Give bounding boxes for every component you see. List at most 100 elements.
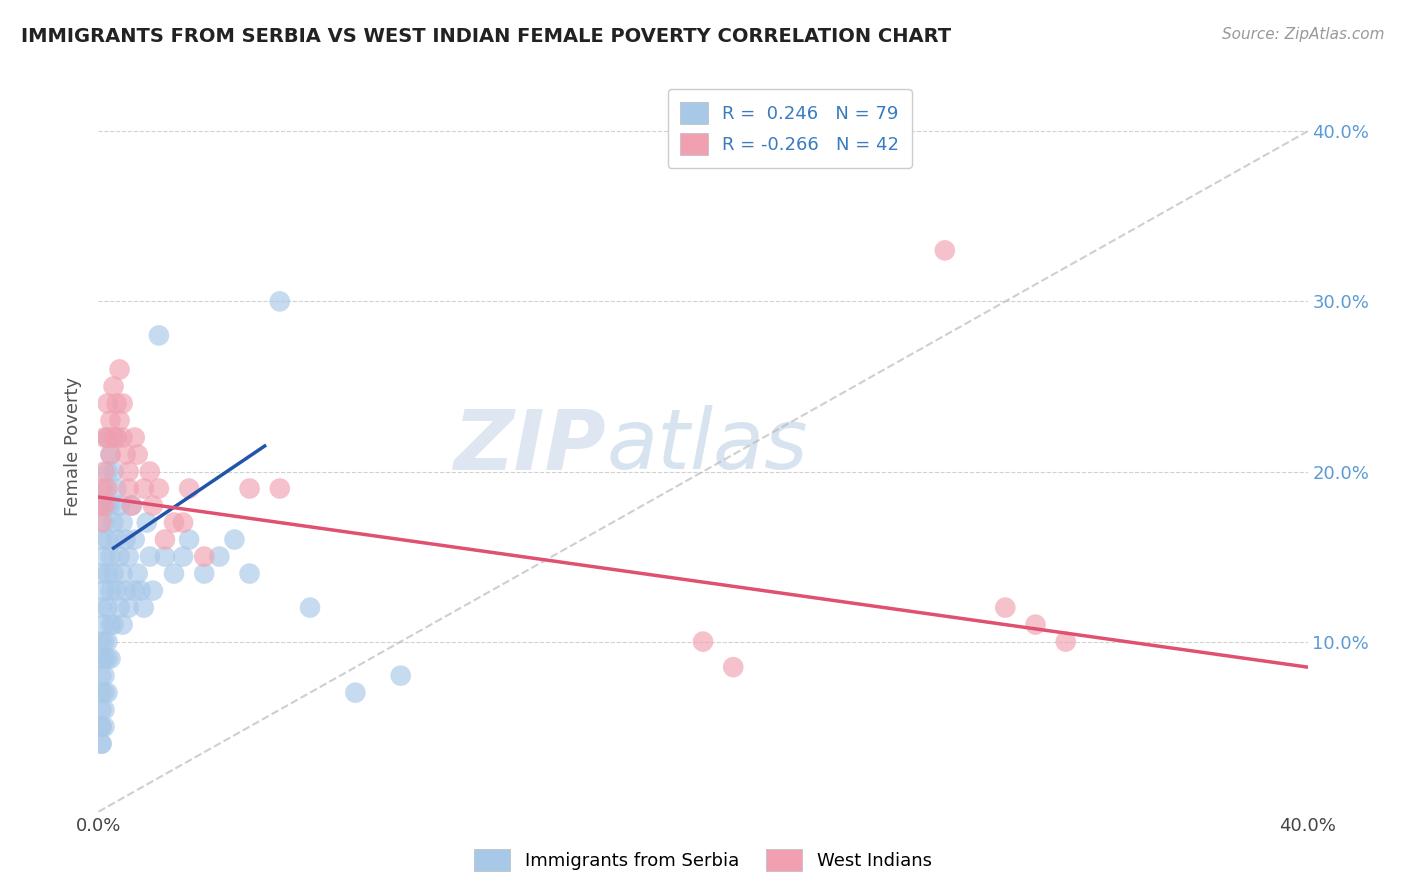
Point xyxy=(934,244,956,258)
Point xyxy=(111,617,134,632)
Legend: Immigrants from Serbia, West Indians: Immigrants from Serbia, West Indians xyxy=(467,842,939,879)
Point xyxy=(100,413,122,427)
Point xyxy=(121,499,143,513)
Point xyxy=(96,634,118,648)
Point xyxy=(93,549,115,564)
Point xyxy=(90,703,112,717)
Point xyxy=(103,430,125,444)
Point xyxy=(93,499,115,513)
Point xyxy=(93,651,115,665)
Text: Source: ZipAtlas.com: Source: ZipAtlas.com xyxy=(1222,27,1385,42)
Point xyxy=(90,686,112,700)
Point xyxy=(118,549,141,564)
Point xyxy=(93,583,115,598)
Point xyxy=(1024,617,1046,632)
Point xyxy=(90,634,112,648)
Point xyxy=(389,668,412,682)
Point xyxy=(90,737,112,751)
Point xyxy=(148,328,170,343)
Point xyxy=(139,465,162,479)
Point xyxy=(93,668,115,682)
Point xyxy=(93,634,115,648)
Point xyxy=(90,533,112,547)
Point xyxy=(179,533,201,547)
Point xyxy=(121,499,143,513)
Point xyxy=(96,533,118,547)
Point xyxy=(90,499,112,513)
Point xyxy=(269,294,291,309)
Point xyxy=(723,660,745,674)
Text: IMMIGRANTS FROM SERBIA VS WEST INDIAN FEMALE POVERTY CORRELATION CHART: IMMIGRANTS FROM SERBIA VS WEST INDIAN FE… xyxy=(21,27,952,45)
Text: atlas: atlas xyxy=(606,406,808,486)
Point xyxy=(148,482,170,496)
Point xyxy=(111,430,134,444)
Point xyxy=(239,566,262,581)
Point xyxy=(93,482,115,496)
Point xyxy=(124,583,146,598)
Point xyxy=(344,686,367,700)
Point xyxy=(96,499,118,513)
Point xyxy=(90,482,112,496)
Point xyxy=(90,499,112,513)
Point xyxy=(269,482,291,496)
Point xyxy=(108,362,131,376)
Point xyxy=(90,720,112,734)
Point xyxy=(129,583,152,598)
Point xyxy=(90,566,112,581)
Point xyxy=(93,720,115,734)
Point xyxy=(994,600,1017,615)
Point xyxy=(193,566,215,581)
Y-axis label: Female Poverty: Female Poverty xyxy=(65,376,83,516)
Point xyxy=(103,617,125,632)
Point xyxy=(105,583,128,598)
Point xyxy=(93,430,115,444)
Point xyxy=(93,516,115,530)
Point xyxy=(90,668,112,682)
Point xyxy=(108,499,131,513)
Point xyxy=(114,448,136,462)
Point xyxy=(96,482,118,496)
Point xyxy=(90,651,112,665)
Point xyxy=(208,549,231,564)
Point xyxy=(108,600,131,615)
Point xyxy=(90,516,112,530)
Point xyxy=(127,448,149,462)
Point xyxy=(100,651,122,665)
Point xyxy=(299,600,322,615)
Point xyxy=(100,583,122,598)
Point xyxy=(1054,634,1077,648)
Point xyxy=(93,686,115,700)
Point xyxy=(108,413,131,427)
Point xyxy=(108,549,131,564)
Point xyxy=(100,549,122,564)
Point xyxy=(172,516,194,530)
Point xyxy=(100,499,122,513)
Point xyxy=(692,634,714,648)
Point xyxy=(105,533,128,547)
Point xyxy=(114,533,136,547)
Point xyxy=(96,566,118,581)
Point xyxy=(179,482,201,496)
Point xyxy=(100,448,122,462)
Point xyxy=(93,703,115,717)
Point xyxy=(163,566,186,581)
Point xyxy=(142,499,165,513)
Point xyxy=(96,686,118,700)
Point xyxy=(103,379,125,393)
Point xyxy=(111,396,134,410)
Point xyxy=(100,448,122,462)
Point xyxy=(135,516,157,530)
Point xyxy=(239,482,262,496)
Point xyxy=(96,600,118,615)
Point xyxy=(114,583,136,598)
Point xyxy=(118,600,141,615)
Point xyxy=(90,720,112,734)
Point xyxy=(105,482,128,496)
Point xyxy=(139,549,162,564)
Point xyxy=(103,566,125,581)
Point xyxy=(93,465,115,479)
Point xyxy=(96,430,118,444)
Point xyxy=(90,737,112,751)
Point xyxy=(193,549,215,564)
Legend: R =  0.246   N = 79, R = -0.266   N = 42: R = 0.246 N = 79, R = -0.266 N = 42 xyxy=(668,89,911,168)
